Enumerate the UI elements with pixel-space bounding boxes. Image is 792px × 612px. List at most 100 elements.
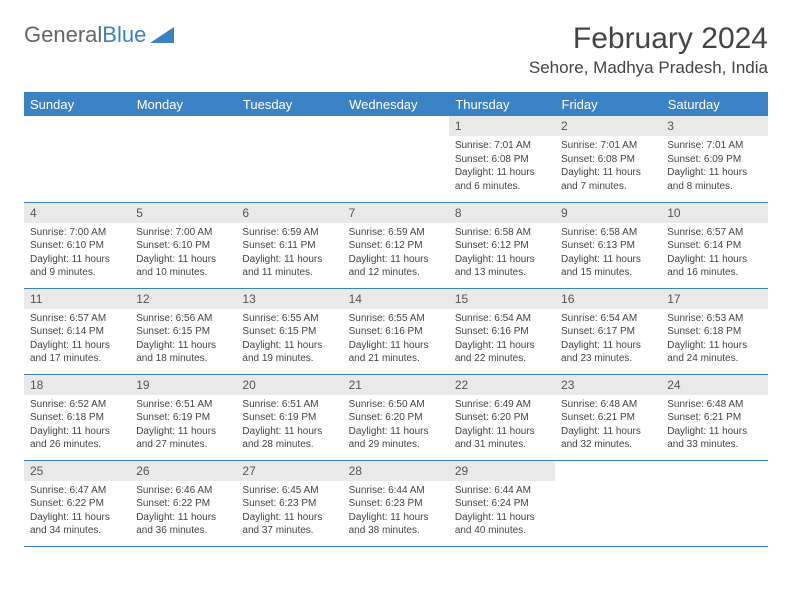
sunset-text: Sunset: 6:14 PM bbox=[667, 239, 761, 253]
daylight-text: Daylight: 11 hours and 18 minutes. bbox=[136, 339, 230, 366]
sunset-text: Sunset: 6:21 PM bbox=[667, 411, 761, 425]
day-number: 16 bbox=[555, 289, 661, 309]
sunrise-text: Sunrise: 7:00 AM bbox=[30, 226, 124, 240]
weekday-header: Thursday bbox=[449, 93, 555, 117]
sunrise-text: Sunrise: 6:54 AM bbox=[455, 312, 549, 326]
calendar-table: SundayMondayTuesdayWednesdayThursdayFrid… bbox=[24, 92, 768, 547]
calendar-cell: 23Sunrise: 6:48 AMSunset: 6:21 PMDayligh… bbox=[555, 374, 661, 460]
sunset-text: Sunset: 6:19 PM bbox=[136, 411, 230, 425]
day-details: Sunrise: 6:55 AMSunset: 6:15 PMDaylight:… bbox=[236, 309, 342, 368]
calendar-cell: 20Sunrise: 6:51 AMSunset: 6:19 PMDayligh… bbox=[236, 374, 342, 460]
sunset-text: Sunset: 6:13 PM bbox=[561, 239, 655, 253]
sunrise-text: Sunrise: 6:51 AM bbox=[242, 398, 336, 412]
sunrise-text: Sunrise: 6:59 AM bbox=[349, 226, 443, 240]
calendar-cell: 9Sunrise: 6:58 AMSunset: 6:13 PMDaylight… bbox=[555, 202, 661, 288]
day-number: 10 bbox=[661, 203, 767, 223]
logo-text-1: General bbox=[24, 22, 102, 48]
sunset-text: Sunset: 6:22 PM bbox=[136, 497, 230, 511]
day-details: Sunrise: 7:01 AMSunset: 6:09 PMDaylight:… bbox=[661, 136, 767, 195]
day-details: Sunrise: 6:53 AMSunset: 6:18 PMDaylight:… bbox=[661, 309, 767, 368]
day-number: 9 bbox=[555, 203, 661, 223]
sunset-text: Sunset: 6:08 PM bbox=[455, 153, 549, 167]
sunset-text: Sunset: 6:16 PM bbox=[349, 325, 443, 339]
calendar-cell: 11Sunrise: 6:57 AMSunset: 6:14 PMDayligh… bbox=[24, 288, 130, 374]
daylight-text: Daylight: 11 hours and 19 minutes. bbox=[242, 339, 336, 366]
day-number: 4 bbox=[24, 203, 130, 223]
daylight-text: Daylight: 11 hours and 16 minutes. bbox=[667, 253, 761, 280]
daylight-text: Daylight: 11 hours and 10 minutes. bbox=[136, 253, 230, 280]
sunrise-text: Sunrise: 6:55 AM bbox=[242, 312, 336, 326]
day-number: 22 bbox=[449, 375, 555, 395]
sunrise-text: Sunrise: 7:01 AM bbox=[561, 139, 655, 153]
sunrise-text: Sunrise: 6:46 AM bbox=[136, 484, 230, 498]
day-number: 26 bbox=[130, 461, 236, 481]
daylight-text: Daylight: 11 hours and 12 minutes. bbox=[349, 253, 443, 280]
day-details: Sunrise: 6:58 AMSunset: 6:12 PMDaylight:… bbox=[449, 223, 555, 282]
sunrise-text: Sunrise: 6:59 AM bbox=[242, 226, 336, 240]
day-number: 2 bbox=[555, 116, 661, 136]
day-details: Sunrise: 6:54 AMSunset: 6:17 PMDaylight:… bbox=[555, 309, 661, 368]
sunset-text: Sunset: 6:15 PM bbox=[242, 325, 336, 339]
day-number: 3 bbox=[661, 116, 767, 136]
calendar-cell: 1Sunrise: 7:01 AMSunset: 6:08 PMDaylight… bbox=[449, 116, 555, 202]
day-number: 24 bbox=[661, 375, 767, 395]
sunset-text: Sunset: 6:15 PM bbox=[136, 325, 230, 339]
day-details: Sunrise: 6:57 AMSunset: 6:14 PMDaylight:… bbox=[24, 309, 130, 368]
day-details: Sunrise: 6:45 AMSunset: 6:23 PMDaylight:… bbox=[236, 481, 342, 540]
calendar-cell: 5Sunrise: 7:00 AMSunset: 6:10 PMDaylight… bbox=[130, 202, 236, 288]
daylight-text: Daylight: 11 hours and 23 minutes. bbox=[561, 339, 655, 366]
daylight-text: Daylight: 11 hours and 15 minutes. bbox=[561, 253, 655, 280]
sunrise-text: Sunrise: 7:00 AM bbox=[136, 226, 230, 240]
logo-text-2: Blue bbox=[102, 22, 146, 48]
day-details: Sunrise: 6:44 AMSunset: 6:23 PMDaylight:… bbox=[343, 481, 449, 540]
day-number: 15 bbox=[449, 289, 555, 309]
calendar-cell: 15Sunrise: 6:54 AMSunset: 6:16 PMDayligh… bbox=[449, 288, 555, 374]
calendar-cell: 8Sunrise: 6:58 AMSunset: 6:12 PMDaylight… bbox=[449, 202, 555, 288]
daylight-text: Daylight: 11 hours and 21 minutes. bbox=[349, 339, 443, 366]
day-number: 19 bbox=[130, 375, 236, 395]
daylight-text: Daylight: 11 hours and 13 minutes. bbox=[455, 253, 549, 280]
sunset-text: Sunset: 6:18 PM bbox=[30, 411, 124, 425]
day-details: Sunrise: 6:59 AMSunset: 6:12 PMDaylight:… bbox=[343, 223, 449, 282]
sunrise-text: Sunrise: 6:48 AM bbox=[667, 398, 761, 412]
day-details: Sunrise: 6:55 AMSunset: 6:16 PMDaylight:… bbox=[343, 309, 449, 368]
day-details: Sunrise: 6:57 AMSunset: 6:14 PMDaylight:… bbox=[661, 223, 767, 282]
sunset-text: Sunset: 6:22 PM bbox=[30, 497, 124, 511]
day-details: Sunrise: 6:50 AMSunset: 6:20 PMDaylight:… bbox=[343, 395, 449, 454]
calendar-cell: 24Sunrise: 6:48 AMSunset: 6:21 PMDayligh… bbox=[661, 374, 767, 460]
day-details: Sunrise: 6:49 AMSunset: 6:20 PMDaylight:… bbox=[449, 395, 555, 454]
sunrise-text: Sunrise: 6:51 AM bbox=[136, 398, 230, 412]
calendar-cell: 13Sunrise: 6:55 AMSunset: 6:15 PMDayligh… bbox=[236, 288, 342, 374]
calendar-cell: 29Sunrise: 6:44 AMSunset: 6:24 PMDayligh… bbox=[449, 460, 555, 546]
logo-triangle-icon bbox=[150, 27, 174, 43]
sunset-text: Sunset: 6:09 PM bbox=[667, 153, 761, 167]
sunset-text: Sunset: 6:11 PM bbox=[242, 239, 336, 253]
calendar-cell: 7Sunrise: 6:59 AMSunset: 6:12 PMDaylight… bbox=[343, 202, 449, 288]
day-number: 14 bbox=[343, 289, 449, 309]
daylight-text: Daylight: 11 hours and 36 minutes. bbox=[136, 511, 230, 538]
day-details: Sunrise: 6:48 AMSunset: 6:21 PMDaylight:… bbox=[661, 395, 767, 454]
sunset-text: Sunset: 6:14 PM bbox=[30, 325, 124, 339]
day-number: 20 bbox=[236, 375, 342, 395]
calendar-cell: 19 Sunrise: 6:51 AMSunset: 6:19 PMDayligh… bbox=[130, 374, 236, 460]
daylight-text: Daylight: 11 hours and 26 minutes. bbox=[30, 425, 124, 452]
calendar-cell: 12Sunrise: 6:56 AMSunset: 6:15 PMDayligh… bbox=[130, 288, 236, 374]
sunrise-text: Sunrise: 6:44 AM bbox=[455, 484, 549, 498]
sunset-text: Sunset: 6:10 PM bbox=[136, 239, 230, 253]
daylight-text: Daylight: 11 hours and 11 minutes. bbox=[242, 253, 336, 280]
day-details: Sunrise: 6:48 AMSunset: 6:21 PMDaylight:… bbox=[555, 395, 661, 454]
location-subtitle: Sehore, Madhya Pradesh, India bbox=[529, 58, 768, 78]
daylight-text: Daylight: 11 hours and 27 minutes. bbox=[136, 425, 230, 452]
calendar-cell bbox=[236, 116, 342, 202]
sunrise-text: Sunrise: 7:01 AM bbox=[667, 139, 761, 153]
calendar-cell: 21Sunrise: 6:50 AMSunset: 6:20 PMDayligh… bbox=[343, 374, 449, 460]
calendar-week-row: 11Sunrise: 6:57 AMSunset: 6:14 PMDayligh… bbox=[24, 288, 768, 374]
calendar-week-row: 4Sunrise: 7:00 AMSunset: 6:10 PMDaylight… bbox=[24, 202, 768, 288]
day-number: 29 bbox=[449, 461, 555, 481]
day-number: 8 bbox=[449, 203, 555, 223]
sunrise-text: Sunrise: 6:52 AM bbox=[30, 398, 124, 412]
day-details: Sunrise: 7:00 AMSunset: 6:10 PMDaylight:… bbox=[130, 223, 236, 282]
sunset-text: Sunset: 6:12 PM bbox=[455, 239, 549, 253]
sunrise-text: Sunrise: 7:01 AM bbox=[455, 139, 549, 153]
sunrise-text: Sunrise: 6:56 AM bbox=[136, 312, 230, 326]
